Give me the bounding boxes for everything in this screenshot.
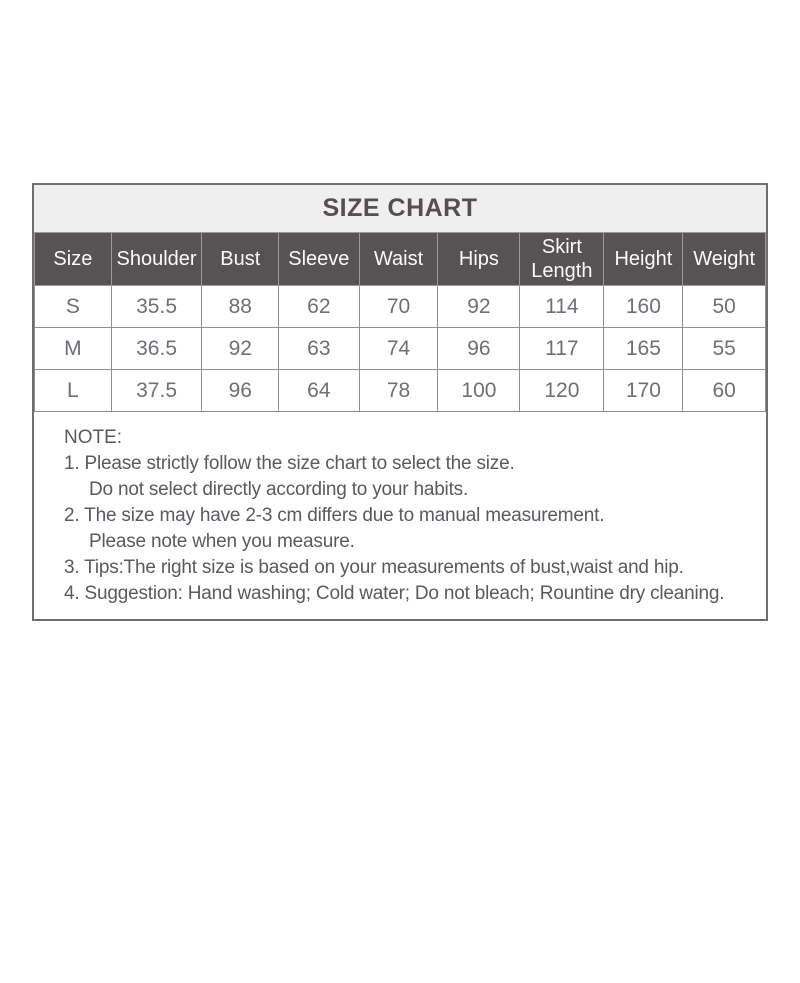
size-label-cell: S xyxy=(34,285,112,328)
column-header: Hips xyxy=(437,232,521,286)
measurement-cell: 100 xyxy=(437,369,521,412)
note-line: Please note when you measure. xyxy=(89,531,355,552)
note-line: 1. Please strictly follow the size chart… xyxy=(64,453,515,474)
table-body: S 35.5 88 62 70 92 114 160 50 M 36.5 92 63 74 96 117 165… xyxy=(34,285,766,412)
header-row: Size Shoulder Bust Sleeve Waist Hips Skirt Len… xyxy=(34,232,766,286)
measurement-cell: 35.5 xyxy=(110,285,203,328)
measurement-cell: 37.5 xyxy=(110,369,203,412)
measurement-cell: 114 xyxy=(519,285,605,328)
column-header: Shoulder xyxy=(110,232,203,286)
column-header: Height xyxy=(603,232,684,286)
measurement-cell: 60 xyxy=(682,369,766,412)
measurement-cell: 55 xyxy=(682,327,766,370)
column-header: Weight xyxy=(682,232,766,286)
measurement-cell: 64 xyxy=(278,369,360,412)
size-chart-panel: SIZE CHART Size Shoulder Bust Sleeve Waist Hi… xyxy=(32,183,768,621)
note-line: 3. Tips:The right size is based on your … xyxy=(64,557,684,578)
column-header: Sleeve xyxy=(278,232,360,286)
measurement-cell: 117 xyxy=(519,327,605,370)
size-label-cell: L xyxy=(34,369,112,412)
measurement-cell: 96 xyxy=(437,327,521,370)
measurement-cell: 160 xyxy=(603,285,684,328)
note-heading: NOTE: xyxy=(64,427,123,448)
column-header: Bust xyxy=(201,232,280,286)
measurement-cell: 120 xyxy=(519,369,605,412)
note-box: NOTE: 1. Please strictly follow the size… xyxy=(34,412,766,619)
page-title: SIZE CHART xyxy=(322,194,478,222)
measurement-cell: 96 xyxy=(201,369,280,412)
measurement-cell: 165 xyxy=(603,327,684,370)
measurement-cell: 74 xyxy=(358,327,439,370)
measurement-cell: 88 xyxy=(201,285,280,328)
column-header: Waist xyxy=(358,232,439,286)
measurement-cell: 50 xyxy=(682,285,766,328)
measurement-cell: 92 xyxy=(201,327,280,370)
table-row: S 35.5 88 62 70 92 114 160 50 xyxy=(34,285,766,328)
column-header: Skirt Length xyxy=(519,232,605,286)
measurement-cell: 36.5 xyxy=(110,327,203,370)
measurement-cell: 170 xyxy=(603,369,684,412)
measurement-cell: 92 xyxy=(437,285,521,328)
note-line: Do not select directly according to your… xyxy=(89,479,469,500)
note-list: 1. Please strictly follow the size chart… xyxy=(64,451,748,607)
table-row: M 36.5 92 63 74 96 117 165 55 xyxy=(34,327,766,370)
size-label-cell: M xyxy=(34,327,112,370)
note-line: 2. The size may have 2-3 cm differs due … xyxy=(64,505,605,526)
column-header: Size xyxy=(34,232,112,286)
measurement-cell: 62 xyxy=(278,285,360,328)
table-row: L 37.5 96 64 78 100 120 170 60 xyxy=(34,369,766,412)
note-line: 4. Suggestion: Hand washing; Cold water;… xyxy=(64,583,725,604)
size-table: Size Shoulder Bust Sleeve Waist Hips Skirt Len… xyxy=(34,232,766,412)
title-bar: SIZE CHART xyxy=(34,185,766,232)
measurement-cell: 63 xyxy=(278,327,360,370)
measurement-cell: 70 xyxy=(358,285,439,328)
measurement-cell: 78 xyxy=(358,369,439,412)
